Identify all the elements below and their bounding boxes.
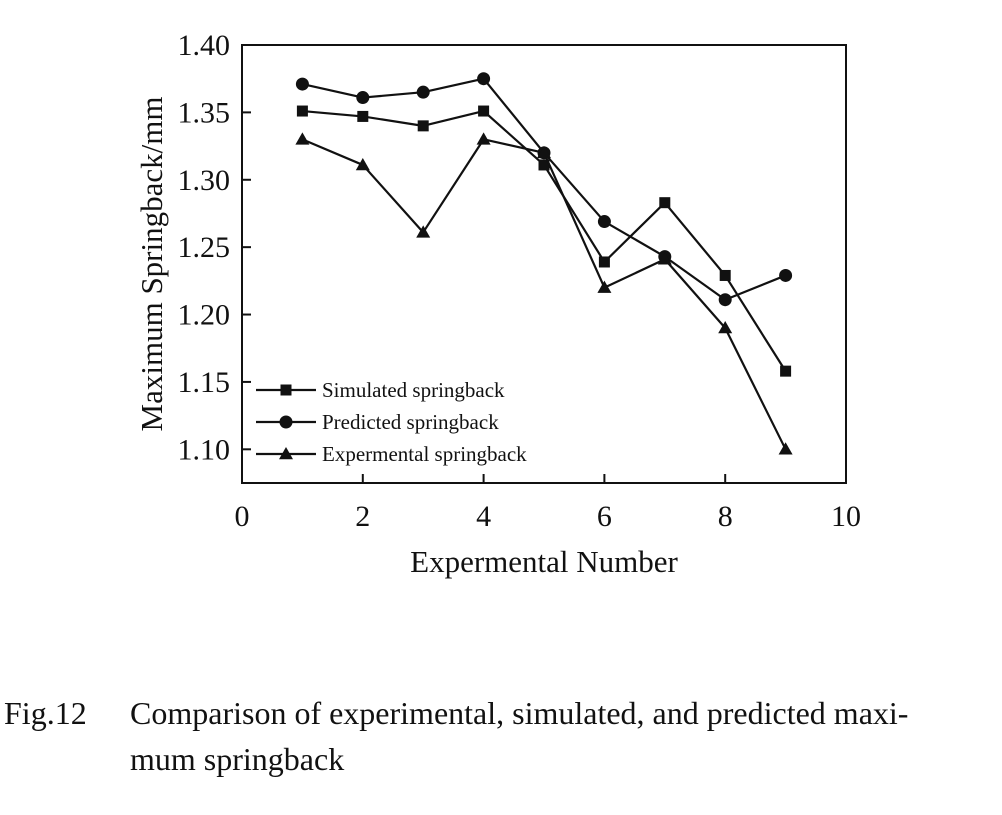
series-2-point — [718, 293, 732, 307]
series-1-point — [357, 110, 369, 122]
y-tick-label: 1.15 — [178, 366, 231, 399]
series-2-point — [416, 85, 430, 99]
springback-chart: 1.10 1.15 1.20 1.25 1.30 1.35 1.40 0 2 4 6 8 10 Exper… — [134, 29, 861, 579]
legend-label-2: Predicted springback — [322, 410, 499, 434]
series-3-point — [355, 157, 370, 171]
y-tick-label: 1.20 — [178, 299, 231, 332]
series-3-point — [416, 225, 431, 238]
legend-marker-2 — [279, 415, 293, 429]
series-line-3 — [301, 138, 787, 450]
caption-line-1: Fig.12 Comparison of experimental, simula… — [4, 690, 994, 736]
series-2-point — [597, 215, 611, 229]
series-2-point — [295, 77, 309, 91]
series-3-point — [657, 252, 672, 265]
series-3-point — [476, 132, 491, 145]
series-1-point — [478, 105, 490, 117]
y-tick-label: 1.25 — [178, 231, 231, 264]
caption-text-line-2: mum springback — [130, 741, 345, 778]
series-3-point — [295, 132, 310, 145]
y-tick-label: 1.35 — [178, 96, 231, 129]
x-tick-label: 2 — [355, 500, 370, 533]
caption-number: Fig.12 — [4, 695, 87, 731]
series-1-point — [417, 120, 429, 132]
series-3-point — [597, 280, 612, 293]
caption-text-line-1: Comparison of experimental, simulated, a… — [130, 695, 909, 731]
x-tick-label: 6 — [597, 500, 612, 533]
plot-frame — [241, 44, 847, 484]
figure-caption: Fig.12 Comparison of experimental, simula… — [4, 690, 994, 783]
series-1-point — [538, 159, 550, 171]
x-tick-label: 0 — [235, 500, 250, 533]
x-tick-label: 10 — [831, 500, 861, 533]
y-tick-label: 1.10 — [178, 433, 231, 466]
series-3-point — [778, 442, 793, 455]
series-1-point — [659, 197, 671, 209]
y-tick-label: 1.40 — [178, 29, 231, 62]
x-axis-title: Expermental Number — [410, 544, 678, 579]
legend-marker-3 — [279, 447, 293, 460]
series-1-point — [598, 256, 610, 268]
x-tick-label: 4 — [476, 500, 491, 533]
series-1-point — [780, 365, 792, 377]
series-3-point — [537, 145, 551, 159]
series-3-point — [718, 321, 733, 334]
legend-label-1: Simulated springback — [322, 378, 505, 402]
series-2-point — [477, 72, 491, 86]
y-tick-label: 1.30 — [178, 164, 231, 197]
series-2-point — [356, 91, 370, 105]
series-line-2 — [302, 77, 787, 301]
legend-marker-1 — [280, 384, 292, 396]
x-tick-label: 8 — [718, 500, 733, 533]
y-axis-title: Maximum Springback/mm — [134, 97, 169, 432]
series-1-point — [719, 269, 731, 281]
legend-label-3: Expermental springback — [322, 442, 527, 466]
series-2-point — [779, 268, 793, 282]
series-1-point — [296, 105, 308, 117]
